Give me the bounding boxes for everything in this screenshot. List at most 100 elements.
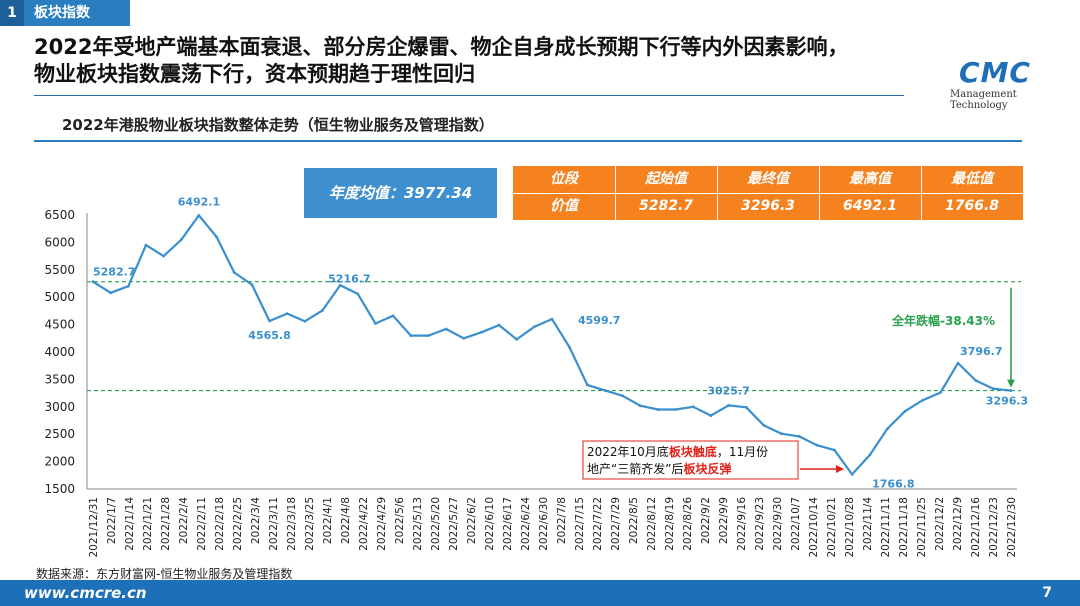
page-headline: 2022年受地产端基本面衰退、部分房企爆雷、物企自身成长预期下行等内外因素影响，… [34,34,914,88]
footer-url[interactable]: www.cmcre.cn [24,584,147,602]
stats-value-2: 3296.3 [740,198,796,214]
point-label: 5216.7 [328,272,370,285]
y-tick-label: 3000 [44,400,75,414]
data-point [338,283,342,287]
data-point [621,394,625,398]
chart-title: 2022年港股物业板块指数整体走势（恒生物业服务及管理指数） [62,116,494,134]
note-line2: 地产“三箭齐发”后板块反弹 [587,461,731,476]
data-point [91,280,95,284]
stats-header-4: 最低值 [951,171,993,187]
point-label: 1766.8 [872,477,914,490]
point-label: 4565.8 [248,329,290,342]
x-tick-label: 2022/5/20 [430,497,442,551]
stats-table: 位段 起始值 最终值 最高值 最低值 价值 5282.7 3296.3 6492… [513,166,1023,220]
x-tick-label: 2022/2/25 [232,497,244,551]
data-point [638,404,642,408]
x-tick-label: 2022/9/9 [718,497,730,544]
stats-header-0: 位段 [550,171,578,187]
data-point [285,312,289,316]
x-tick-label: 2022/2/18 [214,497,226,551]
data-point [780,432,783,436]
x-tick-label: 2022/9/16 [736,497,748,551]
data-point [744,405,748,409]
x-tick-label: 2022/8/5 [628,497,640,544]
y-tick-label: 5500 [44,263,75,277]
data-point [197,214,201,217]
x-tick-label: 2022/8/19 [664,497,676,551]
x-tick-label: 2022/2/4 [178,497,190,544]
x-tick-label: 2022/3/11 [268,497,280,551]
x-tick-label: 2021/12/31 [88,497,100,558]
data-point [268,319,271,323]
data-point [179,238,183,242]
x-tick-label: 2022/12/30 [1006,497,1018,558]
data-point [462,336,466,340]
point-label: 6492.1 [178,195,220,208]
x-tick-label: 2022/8/12 [646,497,658,551]
point-label: 3796.7 [960,345,1002,358]
drop-annotation: 全年跌幅-38.43% [891,313,995,328]
data-point [674,408,677,411]
data-point [427,334,430,337]
series-line [92,214,1012,476]
annual-average-box: 年度均值：3977.34 [304,168,497,218]
y-tick-label: 2500 [44,427,75,441]
x-tick-label: 2022/10/21 [826,497,838,558]
y-tick-label: 1500 [44,482,75,496]
drop-arrow-head [1007,379,1015,388]
x-tick-label: 2022/3/4 [250,497,262,544]
stats-value-1: 5282.7 [638,198,694,214]
x-tick-label: 2022/4/8 [340,497,352,544]
x-tick-label: 2022/7/8 [556,497,568,544]
section-number: 1 [0,0,24,26]
data-point [991,387,995,391]
x-tick-label: 2022/10/14 [808,497,820,558]
stats-value-0: 价值 [550,198,578,214]
x-tick-label: 2022/6/30 [538,497,550,551]
x-tick-label: 2022/1/21 [142,497,154,551]
data-source: 数据来源：东方财富网-恒生物业服务及管理指数 [36,567,293,581]
data-point [444,327,448,331]
stats-col-divider [921,166,922,220]
stats-header-1: 起始值 [645,171,687,187]
x-tick-label: 2022/12/9 [952,497,964,551]
stats-header-3: 最高值 [849,171,891,187]
stats-row-divider [513,193,1023,194]
data-point [797,434,801,438]
data-point [585,383,589,387]
x-tick-label: 2022/11/4 [862,497,874,551]
data-point [356,292,360,296]
headline-line2: 物业板块指数震荡下行，资本预期趋于理性回归 [34,62,475,86]
data-point [532,325,536,329]
x-tick-label: 2022/5/27 [448,497,460,551]
data-point [391,314,395,318]
data-point [568,346,572,350]
data-point [321,308,324,312]
x-tick-label: 2022/7/15 [574,497,586,551]
footer-bar: www.cmcre.cn 7 [0,580,1080,606]
x-tick-label: 2022/1/28 [160,497,172,551]
headline-line1: 2022年受地产端基本面衰退、部分房企爆雷、物企自身成长预期下行等内外因素影响， [34,35,849,59]
data-point [1009,389,1013,392]
x-tick-label: 2022/9/30 [772,497,784,551]
y-tick-label: 4000 [44,345,75,359]
data-point [232,271,236,274]
data-point [868,453,872,457]
data-point [144,243,148,247]
point-label: 5282.7 [93,266,135,279]
data-point [479,330,483,334]
x-tick-label: 2022/8/26 [682,497,694,551]
stats-value-4: 1766.8 [944,198,1000,214]
data-point [374,322,377,325]
x-tick-label: 2022/12/2 [934,497,946,551]
data-point [762,424,766,427]
data-point [833,448,836,452]
cmc-logo: CMC Management Technology [950,56,1070,111]
note-arrow-head [836,465,844,473]
data-point [956,361,960,365]
x-tick-label: 2022/4/29 [376,497,388,551]
headline-divider [34,95,904,96]
x-tick-label: 2022/11/18 [898,497,910,558]
x-tick-label: 2022/3/25 [304,497,316,551]
